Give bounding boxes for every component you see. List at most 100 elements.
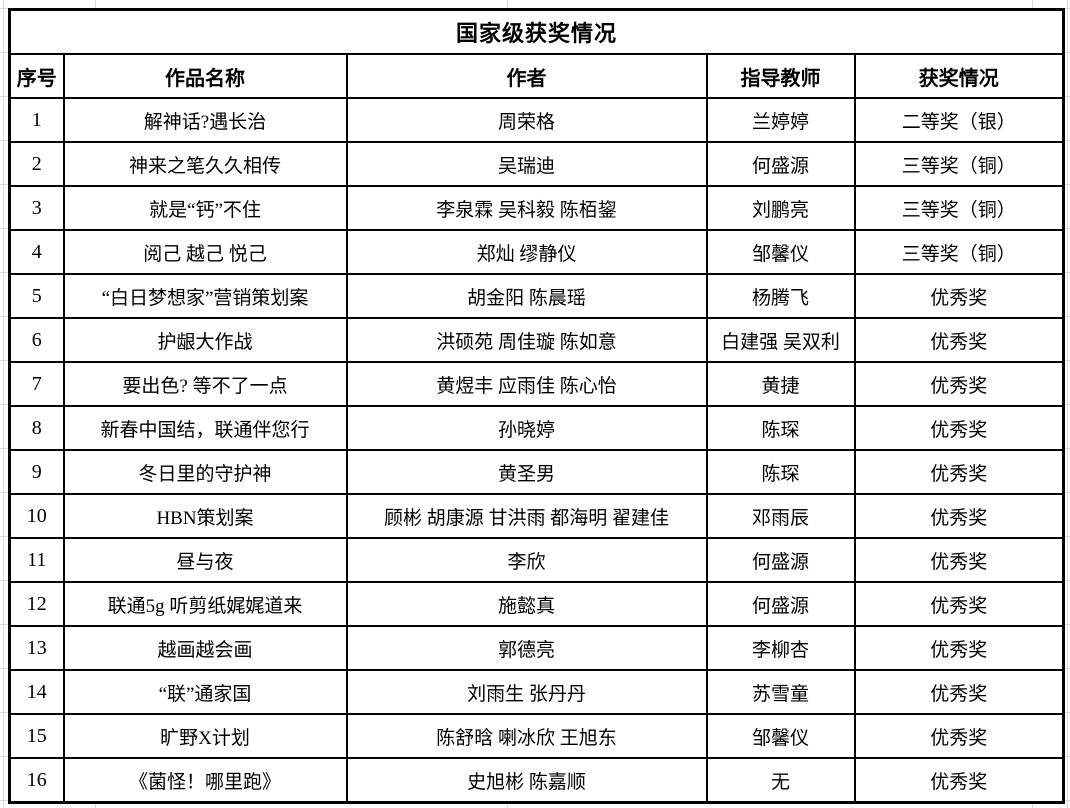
cell-authors[interactable]: 孙晓婷 bbox=[345, 405, 708, 451]
cell-teacher[interactable]: 杨腾飞 bbox=[705, 273, 856, 319]
cell-serial-number[interactable]: 7 bbox=[8, 361, 65, 407]
table-row: 6 护龈大作战 洪硕苑 周佳璇 陈如意 白建强 吴双利 优秀奖 bbox=[8, 317, 1065, 363]
cell-authors[interactable]: 黄煜丰 应雨佳 陈心怡 bbox=[345, 361, 708, 407]
cell-award[interactable]: 优秀奖 bbox=[853, 669, 1065, 715]
table-header-row: 序号 作品名称 作者 指导教师 获奖情况 bbox=[8, 53, 1065, 99]
cell-authors[interactable]: 洪硕苑 周佳璇 陈如意 bbox=[345, 317, 708, 363]
cell-authors[interactable]: 郭德亮 bbox=[345, 625, 708, 671]
cell-serial-number[interactable]: 10 bbox=[8, 493, 65, 539]
column-header-award[interactable]: 获奖情况 bbox=[853, 53, 1065, 99]
cell-teacher[interactable]: 无 bbox=[705, 757, 856, 804]
cell-award[interactable]: 优秀奖 bbox=[853, 757, 1065, 804]
cell-authors[interactable]: 李欣 bbox=[345, 537, 708, 583]
cell-award[interactable]: 三等奖（铜） bbox=[853, 229, 1065, 275]
cell-authors[interactable]: 黄圣男 bbox=[345, 449, 708, 495]
cell-work-title[interactable]: 新春中国结，联通伴您行 bbox=[62, 405, 348, 451]
cell-teacher[interactable]: 邓雨辰 bbox=[705, 493, 856, 539]
column-header-authors[interactable]: 作者 bbox=[345, 53, 708, 99]
cell-authors[interactable]: 吴瑞迪 bbox=[345, 141, 708, 187]
cell-authors[interactable]: 刘雨生 张丹丹 bbox=[345, 669, 708, 715]
cell-teacher[interactable]: 何盛源 bbox=[705, 581, 856, 627]
column-header-teacher[interactable]: 指导教师 bbox=[705, 53, 856, 99]
table-row: 12 联通5g 听剪纸娓娓道来 施懿真 何盛源 优秀奖 bbox=[8, 581, 1065, 627]
cell-work-title[interactable]: 阅己 越己 悦己 bbox=[62, 229, 348, 275]
cell-award[interactable]: 三等奖（铜） bbox=[853, 185, 1065, 231]
cell-work-title[interactable]: 昼与夜 bbox=[62, 537, 348, 583]
cell-award[interactable]: 优秀奖 bbox=[853, 449, 1065, 495]
cell-teacher[interactable]: 何盛源 bbox=[705, 537, 856, 583]
table-row: 10 HBN策划案 顾彬 胡康源 甘洪雨 都海明 翟建佳 邓雨辰 优秀奖 bbox=[8, 493, 1065, 539]
cell-teacher[interactable]: 邹馨仪 bbox=[705, 229, 856, 275]
cell-authors[interactable]: 周荣格 bbox=[345, 97, 708, 143]
cell-authors[interactable]: 施懿真 bbox=[345, 581, 708, 627]
table-title-row: 国家级获奖情况 bbox=[8, 8, 1065, 55]
cell-work-title[interactable]: 解神话?遇长治 bbox=[62, 97, 348, 143]
cell-teacher[interactable]: 李柳杏 bbox=[705, 625, 856, 671]
cell-award[interactable]: 优秀奖 bbox=[853, 713, 1065, 759]
cell-serial-number[interactable]: 15 bbox=[8, 713, 65, 759]
cell-serial-number[interactable]: 16 bbox=[8, 757, 65, 804]
cell-serial-number[interactable]: 5 bbox=[8, 273, 65, 319]
cell-work-title[interactable]: “联”通家国 bbox=[62, 669, 348, 715]
table-row: 14 “联”通家国 刘雨生 张丹丹 苏雪童 优秀奖 bbox=[8, 669, 1065, 715]
cell-authors[interactable]: 胡金阳 陈晨瑶 bbox=[345, 273, 708, 319]
cell-work-title[interactable]: 就是“钙”不住 bbox=[62, 185, 348, 231]
column-header-no[interactable]: 序号 bbox=[8, 53, 65, 99]
cell-teacher[interactable]: 苏雪童 bbox=[705, 669, 856, 715]
cell-work-title[interactable]: 神来之笔久久相传 bbox=[62, 141, 348, 187]
cell-serial-number[interactable]: 9 bbox=[8, 449, 65, 495]
cell-teacher[interactable]: 何盛源 bbox=[705, 141, 856, 187]
cell-work-title[interactable]: HBN策划案 bbox=[62, 493, 348, 539]
cell-authors[interactable]: 史旭彬 陈嘉顺 bbox=[345, 757, 708, 804]
cell-award[interactable]: 优秀奖 bbox=[853, 317, 1065, 363]
table-row: 1 解神话?遇长治 周荣格 兰婷婷 二等奖（银） bbox=[8, 97, 1065, 143]
cell-serial-number[interactable]: 1 bbox=[8, 97, 65, 143]
table-row: 11 昼与夜 李欣 何盛源 优秀奖 bbox=[8, 537, 1065, 583]
cell-serial-number[interactable]: 13 bbox=[8, 625, 65, 671]
cell-serial-number[interactable]: 12 bbox=[8, 581, 65, 627]
cell-work-title[interactable]: 旷野X计划 bbox=[62, 713, 348, 759]
cell-work-title[interactable]: 护龈大作战 bbox=[62, 317, 348, 363]
cell-serial-number[interactable]: 11 bbox=[8, 537, 65, 583]
table-row: 3 就是“钙”不住 李泉霖 吴科毅 陈栢鋆 刘鹏亮 三等奖（铜） bbox=[8, 185, 1065, 231]
cell-serial-number[interactable]: 8 bbox=[8, 405, 65, 451]
cell-serial-number[interactable]: 6 bbox=[8, 317, 65, 363]
cell-work-title[interactable]: 要出色? 等不了一点 bbox=[62, 361, 348, 407]
cell-authors[interactable]: 郑灿 缪静仪 bbox=[345, 229, 708, 275]
cell-teacher[interactable]: 白建强 吴双利 bbox=[705, 317, 856, 363]
cell-serial-number[interactable]: 2 bbox=[8, 141, 65, 187]
cell-award[interactable]: 优秀奖 bbox=[853, 361, 1065, 407]
cell-authors[interactable]: 顾彬 胡康源 甘洪雨 都海明 翟建佳 bbox=[345, 493, 708, 539]
cell-serial-number[interactable]: 4 bbox=[8, 229, 65, 275]
column-header-work[interactable]: 作品名称 bbox=[62, 53, 348, 99]
cell-award[interactable]: 优秀奖 bbox=[853, 405, 1065, 451]
table-title[interactable]: 国家级获奖情况 bbox=[8, 8, 1065, 55]
cell-authors[interactable]: 李泉霖 吴科毅 陈栢鋆 bbox=[345, 185, 708, 231]
cell-authors[interactable]: 陈舒晗 喇冰欣 王旭东 bbox=[345, 713, 708, 759]
cell-teacher[interactable]: 陈琛 bbox=[705, 449, 856, 495]
cell-award[interactable]: 优秀奖 bbox=[853, 537, 1065, 583]
cell-work-title[interactable]: 联通5g 听剪纸娓娓道来 bbox=[62, 581, 348, 627]
table-row: 8 新春中国结，联通伴您行 孙晓婷 陈琛 优秀奖 bbox=[8, 405, 1065, 451]
cell-work-title[interactable]: “白日梦想家”营销策划案 bbox=[62, 273, 348, 319]
table-row: 7 要出色? 等不了一点 黄煜丰 应雨佳 陈心怡 黄捷 优秀奖 bbox=[8, 361, 1065, 407]
cell-serial-number[interactable]: 3 bbox=[8, 185, 65, 231]
cell-teacher[interactable]: 陈琛 bbox=[705, 405, 856, 451]
cell-serial-number[interactable]: 14 bbox=[8, 669, 65, 715]
cell-work-title[interactable]: 《菌怪！哪里跑》 bbox=[62, 757, 348, 804]
cell-work-title[interactable]: 冬日里的守护神 bbox=[62, 449, 348, 495]
cell-award[interactable]: 三等奖（铜） bbox=[853, 141, 1065, 187]
table-row: 9 冬日里的守护神 黄圣男 陈琛 优秀奖 bbox=[8, 449, 1065, 495]
cell-award[interactable]: 优秀奖 bbox=[853, 625, 1065, 671]
cell-award[interactable]: 优秀奖 bbox=[853, 273, 1065, 319]
cell-teacher[interactable]: 邹馨仪 bbox=[705, 713, 856, 759]
cell-award[interactable]: 优秀奖 bbox=[853, 581, 1065, 627]
cell-teacher[interactable]: 黄捷 bbox=[705, 361, 856, 407]
cell-award[interactable]: 二等奖（银） bbox=[853, 97, 1065, 143]
cell-work-title[interactable]: 越画越会画 bbox=[62, 625, 348, 671]
table-row: 5 “白日梦想家”营销策划案 胡金阳 陈晨瑶 杨腾飞 优秀奖 bbox=[8, 273, 1065, 319]
cell-teacher[interactable]: 刘鹏亮 bbox=[705, 185, 856, 231]
cell-award[interactable]: 优秀奖 bbox=[853, 493, 1065, 539]
cell-teacher[interactable]: 兰婷婷 bbox=[705, 97, 856, 143]
